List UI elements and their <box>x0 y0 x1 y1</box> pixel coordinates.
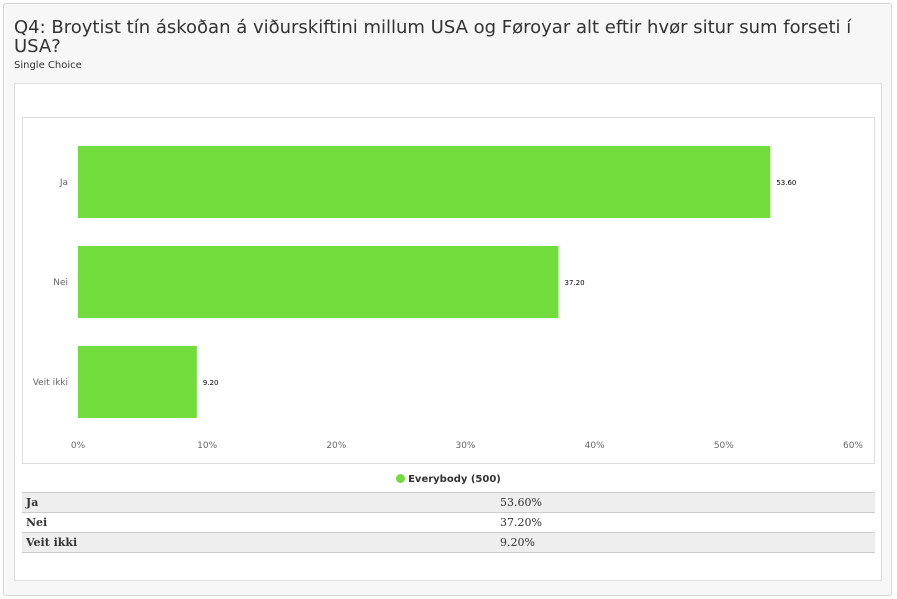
category-label: Ja <box>59 178 68 188</box>
legend-swatch <box>396 474 406 483</box>
bar-0 <box>78 146 771 218</box>
category-label: Veit ikki <box>33 378 68 388</box>
x-tick-label: 40% <box>585 441 605 451</box>
question-title: Q4: Broytist tín áskoðan á viðurskiftini… <box>14 17 852 57</box>
chart-legend: Everybody (500) <box>22 474 875 485</box>
x-tick-label: 50% <box>714 441 734 451</box>
x-tick-label: 10% <box>197 441 217 451</box>
legend-label: Everybody (500) <box>408 474 501 485</box>
results-table: Ja 53.60% Nei 37.20% Veit ikki 9.20% <box>22 492 875 553</box>
data-label: 37.20 <box>565 279 585 287</box>
row-value: 37.20% <box>270 512 875 533</box>
data-label: 9.20 <box>203 379 219 387</box>
bar-1 <box>78 246 559 318</box>
x-tick-label: 60% <box>843 441 863 451</box>
row-label: Nei <box>22 512 270 533</box>
row-value: 9.20% <box>270 532 875 553</box>
table-row: Nei 37.20% <box>22 512 875 533</box>
bar-chart: Ja 53.60 Nei 37.20 Veit ikki 9.20 0% 10% 20% 30% 4… <box>33 146 863 451</box>
row-label: Ja <box>22 492 270 513</box>
bar-2 <box>78 346 197 418</box>
category-label: Nei <box>53 278 68 288</box>
table-row: Veit ikki 9.20% <box>22 532 875 553</box>
chart-area: Ja 53.60 Nei 37.20 Veit ikki 9.20 0% 10% 20% 30% 4… <box>22 117 875 464</box>
table-row: Ja 53.60% <box>22 492 875 513</box>
x-tick-label: 20% <box>326 441 346 451</box>
data-label: 53.60 <box>776 179 796 187</box>
x-tick-label: 30% <box>455 441 475 451</box>
row-value: 53.60% <box>270 492 875 513</box>
x-tick-label: 0% <box>71 441 86 451</box>
question-type: Single Choice <box>14 60 82 71</box>
row-label: Veit ikki <box>22 532 270 553</box>
